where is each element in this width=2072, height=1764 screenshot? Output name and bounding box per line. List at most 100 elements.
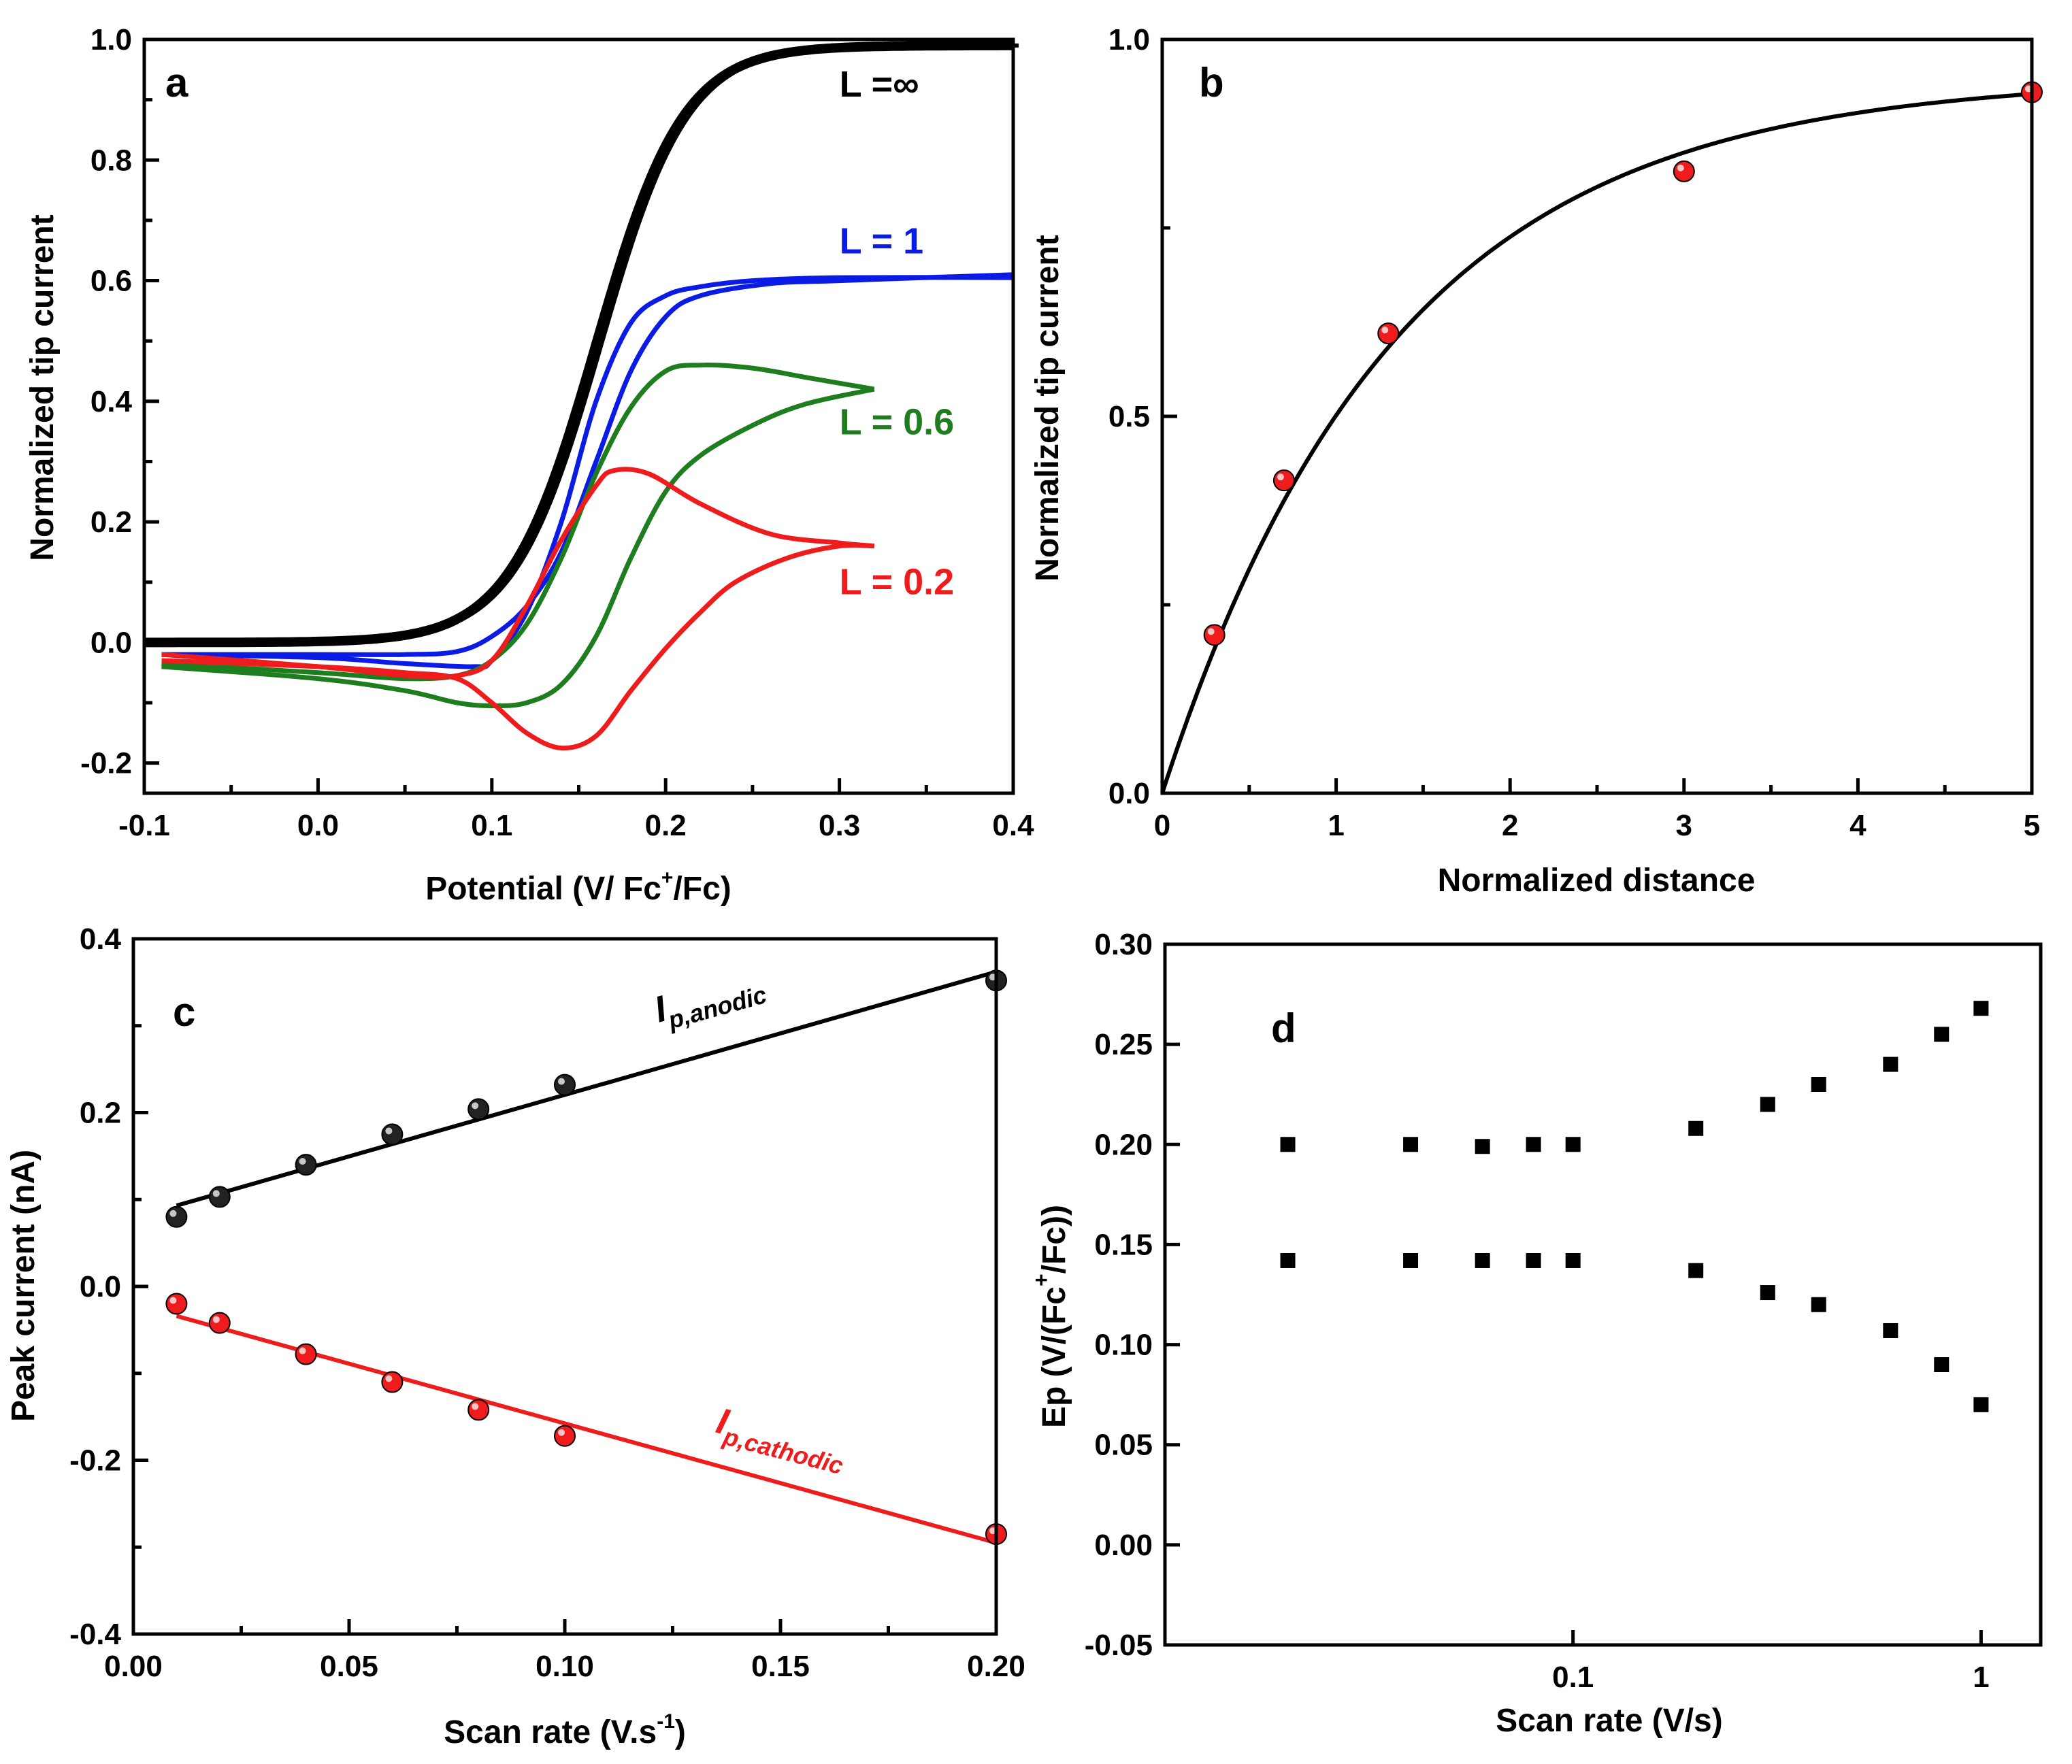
y-tick-label: 0.4 [80,922,122,956]
series-0-point-1-highlight [212,1190,220,1197]
y-tick-label: 1.0 [91,23,132,56]
series-0-point-5-highlight [558,1078,565,1085]
panel-c-ticks: 0.00 0.05 0.10 0.15 0.20 -0.4 -0.2 0.0 0.2 0.4 [69,922,1025,1683]
data-point-2-body [1377,322,1400,345]
x-tick-label: 0.3 [819,809,860,842]
series-1-point-2 [1475,1252,1490,1268]
y-tick-label: 0.0 [1108,777,1150,810]
data-point-2-highlight [1381,327,1389,334]
panel-d-xlabel: Scan rate (V/s) [1496,1703,1722,1739]
x-tick-label: 0 [1154,809,1170,842]
series-1-point-5 [554,1425,576,1447]
series-0-point-5-body [554,1074,576,1096]
data-point-0-body [1203,624,1226,646]
x-tick-label: 2 [1502,809,1518,842]
series-0-point-0 [1280,1137,1296,1152]
data-point-3 [1673,160,1695,182]
x-tick-label: 3 [1676,809,1692,842]
series-1-point-3 [1526,1252,1541,1268]
panel-a-letter: a [165,60,188,105]
y-tick-label: 1.0 [1108,23,1150,56]
data-point-1-body [1272,469,1295,492]
x-tick-label: 1 [1328,809,1344,842]
series-0-point-3 [1526,1137,1541,1152]
series-1-point-7 [1811,1297,1826,1312]
curve-l-0-6-forward [161,363,875,682]
y-tick-label: 0.05 [1094,1429,1153,1462]
data-point-2 [1377,322,1400,345]
curve-l-infinity-reverse [150,43,1019,645]
x-tick-label: 0.0 [297,809,339,842]
panel-b-frame [1160,37,2034,795]
series-0-point-6 [1760,1097,1775,1112]
curve-label-0: L =∞ [840,64,919,105]
panel-b-ylabel: Normalized tip current [1030,235,1066,581]
panel-d-plot-area [1280,1001,1989,1412]
series-1-point-5 [1688,1263,1704,1278]
series-0-point-0 [165,1205,188,1228]
series-0-point-1 [1403,1137,1419,1152]
x-tick-label: 0.2 [645,809,687,842]
panel-d-letter: d [1271,1005,1296,1051]
y-tick-label: 0.25 [1094,1028,1153,1061]
curve-l-1-forward [161,272,1014,657]
y-tick-label: 0.4 [91,385,133,418]
series-1-point-10 [1973,1397,1989,1412]
curve-label-1: L = 1 [840,221,924,262]
x-tick-label: 0.05 [320,1650,378,1683]
series-0-point-9 [1934,1027,1950,1042]
series-0-point-1-body [208,1186,231,1208]
y-tick-label: 0.0 [80,1270,121,1303]
panel-c-letter: c [173,989,195,1035]
y-tick-label: 0.6 [91,265,132,298]
series-1-point-1-body [208,1312,231,1334]
series-1-point-0 [165,1293,188,1315]
series-0-point-10 [1973,1001,1989,1016]
series-0-point-0-highlight [169,1210,177,1217]
curve-l-1-reverse [161,275,1014,669]
y-tick-label: 0.00 [1094,1529,1153,1562]
series-0-point-2 [295,1154,317,1176]
series-0-point-1 [208,1186,231,1208]
x-tick-label: 0.1 [1552,1661,1594,1694]
y-tick-label: -0.4 [69,1618,121,1651]
series-1-point-2-highlight [299,1347,306,1354]
series-0-point-2-highlight [299,1158,306,1165]
data-point-3-body [1673,160,1695,182]
series-1-point-1-highlight [212,1316,220,1323]
series-1-point-0-body [165,1293,188,1315]
series-0-point-3-highlight [385,1127,393,1135]
curve-l-0-6-reverse [161,386,875,709]
series-0-point-7 [1811,1077,1826,1092]
series-0-point-0-body [165,1205,188,1228]
x-tick-label: 0.10 [536,1650,594,1683]
panel-b: 0 1 2 3 4 5 0.0 0.5 1.0 b Normalized distance No… [1030,23,2043,899]
panel-c-frame [131,937,998,1636]
data-point-3-highlight [1677,164,1684,171]
series-0-point-2 [1475,1139,1490,1154]
series-1-point-8 [1883,1322,1898,1338]
series-0-point-4 [1565,1137,1581,1152]
y-tick-label: 0.0 [91,626,132,659]
series-1-point-4 [1565,1252,1581,1268]
series-0-point-4-highlight [472,1102,479,1110]
panel-b-xlabel: Normalized distance [1438,863,1756,899]
data-point-0 [1203,624,1226,646]
panel-b-letter: b [1199,60,1224,105]
panel-d-ticks: 0.1 1 -0.05 0.00 0.05 0.10 0.15 0.20 0.25 0.30 [1085,928,1990,1694]
panel-a-plot-area [144,40,1019,751]
series-0-point-2-body [295,1154,317,1176]
panel-a: -0.1 0.0 0.1 0.2 0.3 0.4 -0.2 0.0 0.2 0.4 0.6 0.8 1.… [24,23,1034,907]
y-tick-label: 0.5 [1108,400,1150,433]
x-tick-label: 0.4 [992,809,1034,842]
series-1-point-9 [1934,1357,1950,1372]
series-1-point-5-highlight [558,1429,565,1436]
panel-d-ylabel: Ep (V/(Fc+/Fc)) [1029,1205,1072,1428]
series-0-point-4 [467,1098,490,1120]
curve-l-0-2-reverse [161,542,874,751]
series-0-point-5 [1688,1120,1704,1136]
panel-c-label-anodic: Ip,anodic [650,961,770,1037]
panel-c-plot-area [165,969,1007,1546]
series-0-point-4-body [467,1098,490,1120]
series-1-point-0 [1280,1252,1296,1268]
